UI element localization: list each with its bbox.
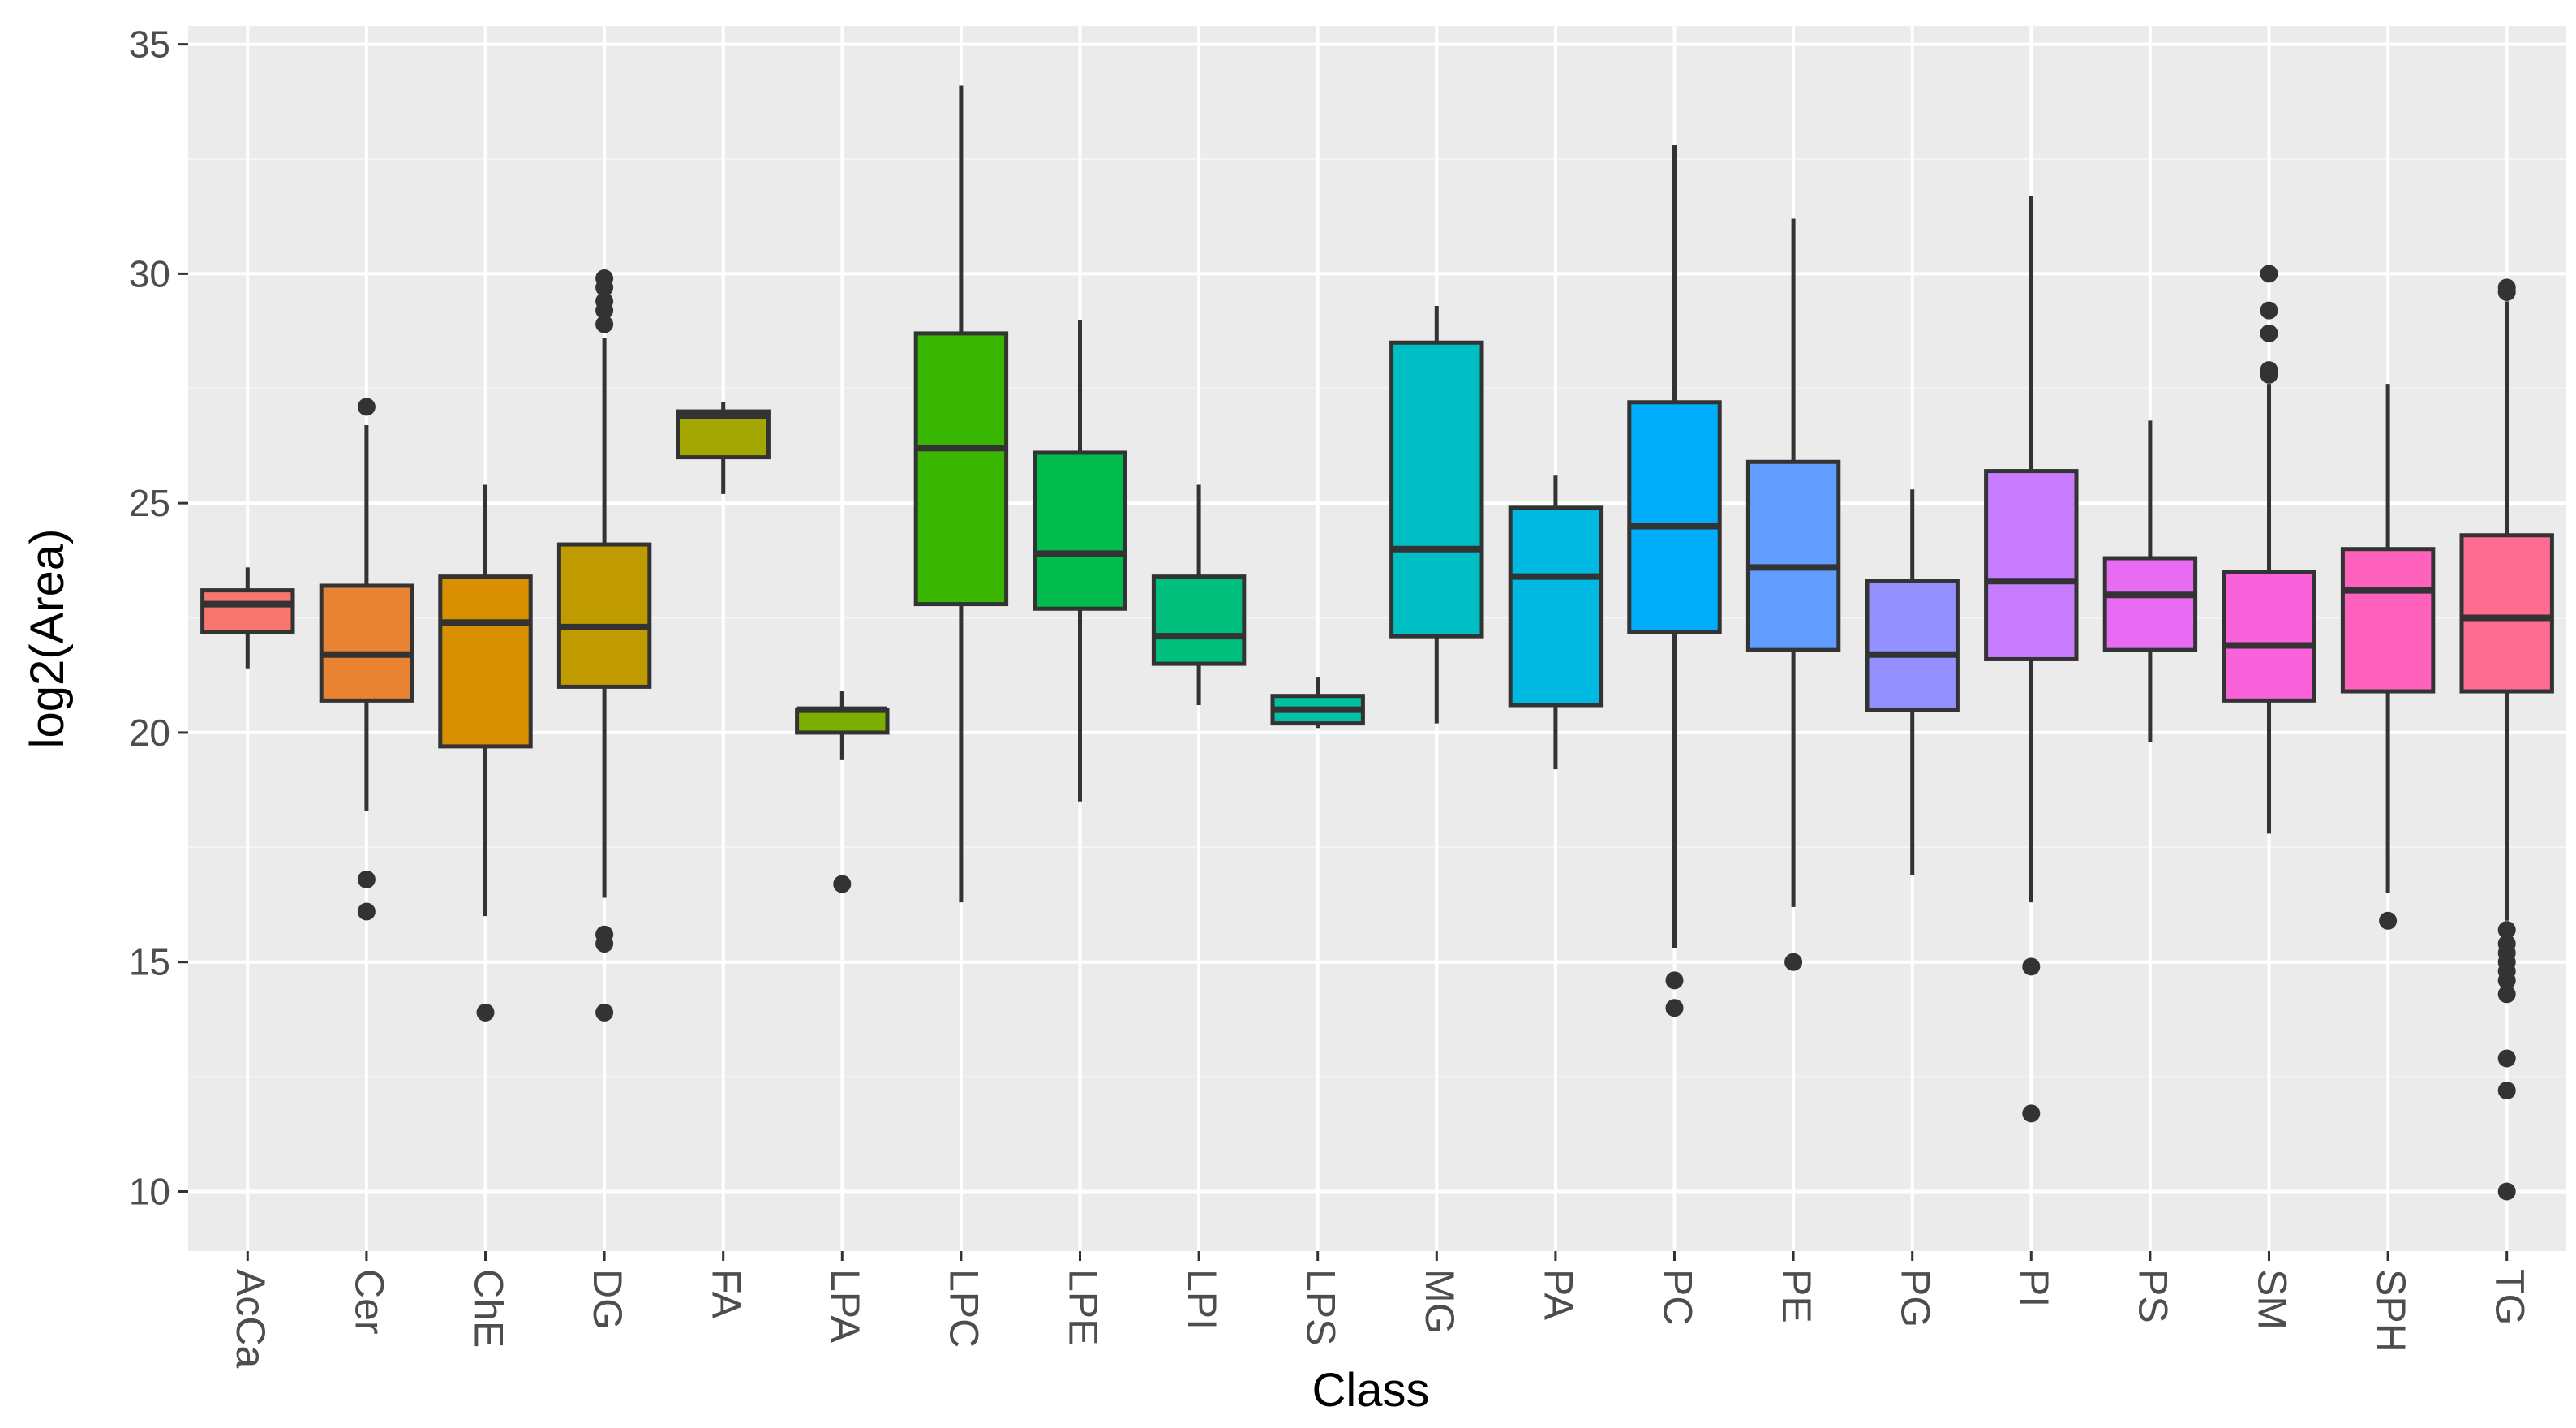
box-lpa xyxy=(795,691,890,893)
x-tick-label: ChE xyxy=(466,1269,511,1348)
y-tick-label: 15 xyxy=(129,941,170,983)
box-body xyxy=(200,588,295,634)
outlier-point xyxy=(595,935,614,953)
outlier-point xyxy=(357,870,376,888)
x-tick-label: PI xyxy=(2011,1269,2057,1307)
box-fa xyxy=(676,402,771,494)
x-tick-label: TG xyxy=(2487,1269,2532,1325)
box-body xyxy=(2222,570,2316,703)
box-body xyxy=(2340,547,2436,694)
outlier-point xyxy=(2260,265,2278,283)
box-lps xyxy=(1270,677,1365,729)
outlier-point xyxy=(2260,365,2278,384)
outlier-point xyxy=(2022,957,2041,976)
outlier-point xyxy=(595,278,614,297)
box-body xyxy=(1865,579,1960,712)
x-tick-label: LPS xyxy=(1298,1269,1343,1346)
outlier-point xyxy=(2497,1082,2516,1100)
y-tick-label: 20 xyxy=(129,712,170,754)
box-sm xyxy=(2222,265,2316,834)
outlier-point xyxy=(1665,971,1684,990)
box-mg xyxy=(1389,305,1484,724)
outlier-point xyxy=(2022,1104,2041,1123)
outlier-point xyxy=(476,1003,495,1022)
x-tick-label: SPH xyxy=(2368,1269,2414,1353)
outlier-point xyxy=(2379,911,2398,930)
x-tick-label: MG xyxy=(1417,1269,1462,1335)
x-tick-label: PE xyxy=(1774,1269,1819,1323)
box-body xyxy=(795,708,890,735)
box-dg xyxy=(556,269,652,1022)
box-lpc xyxy=(913,85,1009,903)
y-tick-label: 10 xyxy=(129,1170,170,1212)
outlier-point xyxy=(2497,283,2516,302)
outlier-point xyxy=(833,875,852,893)
box-ps xyxy=(2102,420,2198,742)
box-pe xyxy=(1745,218,1841,971)
box-body xyxy=(2102,556,2198,652)
box-body xyxy=(556,542,652,689)
box-pc xyxy=(1627,145,1722,1017)
box-body xyxy=(1745,459,1841,652)
y-axis-title: log2(Area) xyxy=(21,529,74,749)
box-cer xyxy=(319,398,414,921)
box-lpe xyxy=(1033,319,1127,802)
x-tick-label: LPC xyxy=(942,1269,987,1348)
box-acca xyxy=(200,567,295,669)
box-body xyxy=(1984,469,2079,661)
outlier-point xyxy=(1665,999,1684,1017)
x-tick-label: PS xyxy=(2131,1269,2176,1323)
box-body xyxy=(2459,533,2554,694)
outlier-point xyxy=(357,398,376,416)
x-tick-label: PA xyxy=(1536,1269,1582,1321)
y-tick-label: 30 xyxy=(129,252,170,295)
outlier-point xyxy=(595,315,614,333)
x-tick-label: SM xyxy=(2249,1269,2295,1330)
y-tick-label: 25 xyxy=(129,482,170,524)
box-body xyxy=(1389,340,1484,639)
x-tick-label: PG xyxy=(1892,1269,1938,1327)
box-body xyxy=(1627,400,1722,634)
outlier-point xyxy=(2497,1182,2516,1201)
box-body xyxy=(319,583,414,703)
box-pg xyxy=(1865,489,1960,875)
y-axis: 10 15 20 25 30 35 xyxy=(129,24,188,1212)
x-tick-label: FA xyxy=(703,1269,749,1319)
box-series xyxy=(200,85,2554,1201)
y-tick-label: 35 xyxy=(129,24,170,66)
outlier-point xyxy=(595,301,614,320)
outlier-point xyxy=(2497,985,2516,1004)
x-tick-label: Cer xyxy=(347,1269,393,1335)
x-tick-label: AcCa xyxy=(228,1269,273,1368)
outlier-point xyxy=(2497,1049,2516,1068)
box-che xyxy=(438,484,533,1022)
box-body xyxy=(1508,505,1604,708)
x-axis: AcCa Cer ChE DG FA LPA LPC LPE LPI LPS MG PA PC PE PG P… xyxy=(228,1251,2532,1368)
box-pa xyxy=(1508,475,1604,770)
outlier-point xyxy=(2497,971,2516,990)
outlier-point xyxy=(1784,953,1803,971)
x-tick-label: PC xyxy=(1655,1269,1700,1325)
x-tick-label: LPA xyxy=(822,1269,868,1343)
box-lpi xyxy=(1151,484,1247,706)
outlier-point xyxy=(2260,301,2278,320)
plot-panel xyxy=(188,26,2566,1251)
box-tg xyxy=(2459,278,2554,1201)
outlier-point xyxy=(357,902,376,921)
x-tick-label: DG xyxy=(585,1269,630,1330)
box-body xyxy=(438,574,533,749)
box-sph xyxy=(2340,384,2436,930)
x-tick-label: LPI xyxy=(1179,1269,1225,1330)
box-body xyxy=(1151,574,1247,666)
outlier-point xyxy=(2497,921,2516,940)
outlier-point xyxy=(2260,324,2278,342)
box-body xyxy=(1033,450,1127,611)
box-body xyxy=(913,331,1009,607)
x-tick-label: LPE xyxy=(1060,1269,1106,1346)
x-axis-title: Class xyxy=(1312,1364,1429,1417)
outlier-point xyxy=(595,1003,614,1022)
box-pi xyxy=(1984,196,2079,1123)
